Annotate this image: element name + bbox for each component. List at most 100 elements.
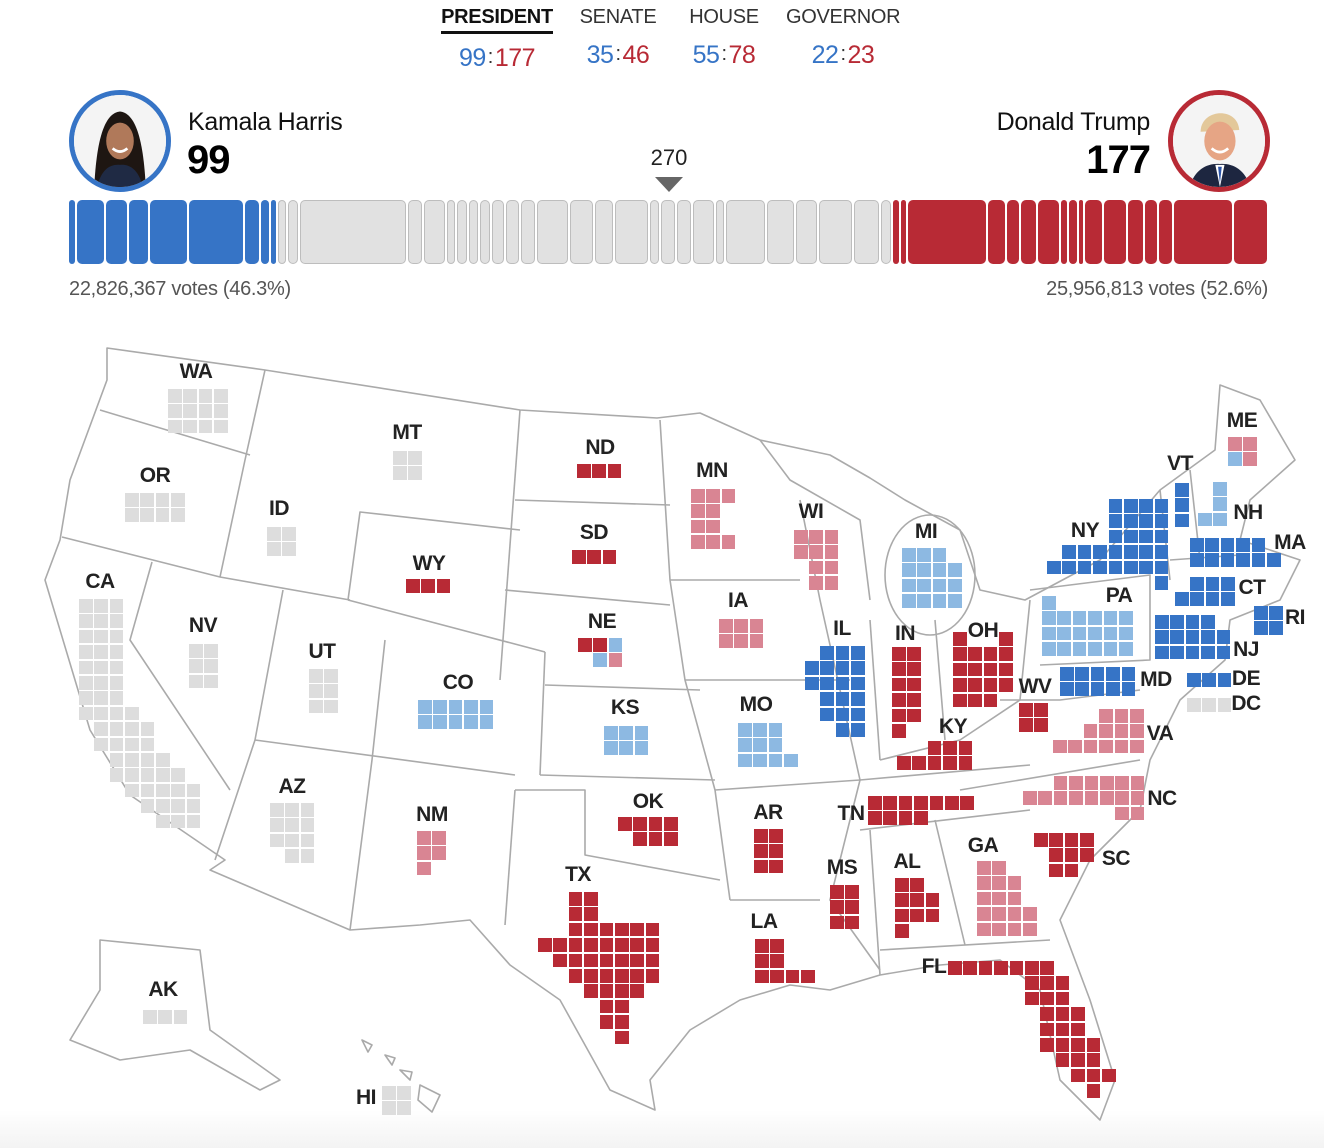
electoral-vote-tile[interactable]	[770, 954, 784, 968]
electoral-vote-tile[interactable]	[892, 708, 906, 723]
electoral-vote-tile[interactable]	[1202, 673, 1216, 687]
dem-called-bar-segment[interactable]	[150, 200, 188, 264]
rep-called-bar-segment[interactable]	[987, 200, 1006, 264]
electoral-vote-tile[interactable]	[1201, 645, 1215, 660]
electoral-vote-tile[interactable]	[820, 646, 834, 660]
electoral-vote-tile[interactable]	[983, 693, 998, 708]
electoral-vote-tile[interactable]	[770, 939, 784, 953]
electoral-vote-tile[interactable]	[270, 818, 284, 832]
electoral-vote-tile[interactable]	[1236, 553, 1250, 567]
electoral-vote-tile[interactable]	[584, 892, 598, 906]
electoral-vote-tile[interactable]	[408, 451, 422, 465]
electoral-vote-tile[interactable]	[953, 662, 967, 677]
electoral-vote-tile[interactable]	[285, 833, 299, 848]
electoral-vote-tile[interactable]	[868, 796, 882, 810]
electoral-vote-tile[interactable]	[270, 803, 284, 817]
uncalled-bar-segment[interactable]	[288, 200, 298, 264]
uncalled-bar-segment[interactable]	[881, 200, 891, 264]
electoral-vote-tile[interactable]	[820, 661, 834, 675]
electoral-vote-tile[interactable]	[851, 646, 865, 660]
electoral-vote-tile[interactable]	[706, 519, 720, 534]
electoral-vote-tile[interactable]	[94, 691, 108, 705]
electoral-vote-tile[interactable]	[1198, 512, 1212, 527]
electoral-vote-tile[interactable]	[189, 659, 203, 673]
electoral-vote-tile[interactable]	[1108, 545, 1123, 559]
electoral-vote-tile[interactable]	[1055, 1007, 1070, 1021]
electoral-vote-tile[interactable]	[1042, 642, 1056, 656]
electoral-vote-tile[interactable]	[721, 489, 736, 503]
electoral-vote-tile[interactable]	[630, 969, 644, 983]
electoral-vote-tile[interactable]	[902, 594, 916, 608]
electoral-vote-tile[interactable]	[960, 796, 974, 810]
electoral-vote-tile[interactable]	[479, 715, 494, 729]
electoral-vote-tile[interactable]	[186, 799, 201, 813]
rep-called-bar-segment[interactable]	[1127, 200, 1143, 264]
electoral-vote-tile[interactable]	[568, 969, 583, 983]
uncalled-bar-segment[interactable]	[595, 200, 613, 264]
electoral-vote-tile[interactable]	[1100, 791, 1114, 805]
electoral-vote-tile[interactable]	[925, 908, 940, 923]
electoral-vote-tile[interactable]	[999, 662, 1013, 677]
electoral-vote-tile[interactable]	[706, 504, 720, 518]
electoral-vote-tile[interactable]	[801, 969, 815, 984]
electoral-vote-tile[interactable]	[432, 846, 446, 860]
electoral-vote-tile[interactable]	[927, 741, 942, 755]
electoral-vote-tile[interactable]	[1077, 545, 1092, 559]
electoral-vote-tile[interactable]	[125, 768, 139, 782]
electoral-vote-tile[interactable]	[140, 722, 155, 736]
electoral-vote-tile[interactable]	[140, 768, 155, 782]
electoral-vote-tile[interactable]	[1139, 499, 1153, 513]
dem-called-bar-segment[interactable]	[189, 200, 244, 264]
electoral-vote-tile[interactable]	[691, 535, 705, 549]
electoral-vote-tile[interactable]	[1115, 776, 1129, 790]
electoral-vote-tile[interactable]	[1071, 1022, 1085, 1037]
electoral-vote-tile[interactable]	[204, 644, 218, 658]
electoral-vote-tile[interactable]	[125, 722, 139, 736]
electoral-vote-tile[interactable]	[615, 984, 629, 998]
rep-called-bar-segment[interactable]	[1020, 200, 1037, 264]
electoral-vote-tile[interactable]	[977, 907, 991, 921]
electoral-vote-tile[interactable]	[615, 999, 629, 1014]
electoral-vote-tile[interactable]	[1121, 667, 1136, 681]
electoral-vote-tile[interactable]	[433, 715, 447, 729]
uncalled-bar-segment[interactable]	[818, 200, 852, 264]
electoral-vote-tile[interactable]	[1254, 606, 1268, 620]
electoral-vote-tile[interactable]	[282, 542, 296, 556]
electoral-vote-tile[interactable]	[198, 404, 213, 418]
electoral-vote-tile[interactable]	[1040, 976, 1054, 990]
electoral-vote-tile[interactable]	[784, 753, 798, 768]
electoral-vote-tile[interactable]	[1119, 642, 1133, 656]
electoral-vote-tile[interactable]	[109, 753, 124, 767]
electoral-vote-tile[interactable]	[1139, 529, 1153, 544]
electoral-vote-tile[interactable]	[79, 629, 93, 644]
electoral-vote-tile[interactable]	[109, 629, 124, 644]
electoral-vote-tile[interactable]	[309, 669, 323, 683]
electoral-vote-tile[interactable]	[927, 756, 942, 770]
electoral-vote-tile[interactable]	[572, 550, 586, 564]
uncalled-bar-segment[interactable]	[766, 200, 794, 264]
electoral-vote-tile[interactable]	[619, 726, 633, 740]
electoral-vote-tile[interactable]	[892, 724, 906, 738]
electoral-vote-tile[interactable]	[171, 493, 185, 507]
electoral-vote-tile[interactable]	[1071, 1038, 1085, 1052]
electoral-vote-tile[interactable]	[156, 799, 170, 813]
electoral-vote-tile[interactable]	[382, 1101, 396, 1115]
electoral-vote-tile[interactable]	[633, 832, 647, 846]
electoral-vote-tile[interactable]	[883, 796, 897, 810]
electoral-vote-tile[interactable]	[968, 647, 982, 661]
electoral-vote-tile[interactable]	[1221, 577, 1235, 591]
electoral-vote-tile[interactable]	[1055, 991, 1070, 1006]
electoral-vote-tile[interactable]	[417, 846, 431, 860]
electoral-vote-tile[interactable]	[983, 678, 998, 692]
electoral-vote-tile[interactable]	[977, 922, 991, 937]
electoral-vote-tile[interactable]	[892, 647, 906, 661]
electoral-vote-tile[interactable]	[1108, 499, 1123, 513]
electoral-vote-tile[interactable]	[914, 811, 928, 825]
electoral-vote-tile[interactable]	[1071, 1007, 1085, 1021]
electoral-vote-tile[interactable]	[820, 676, 834, 691]
electoral-vote-tile[interactable]	[285, 818, 299, 832]
electoral-vote-tile[interactable]	[1086, 1053, 1101, 1067]
electoral-vote-tile[interactable]	[999, 647, 1013, 661]
electoral-vote-tile[interactable]	[994, 961, 1008, 975]
electoral-vote-tile[interactable]	[809, 576, 823, 590]
